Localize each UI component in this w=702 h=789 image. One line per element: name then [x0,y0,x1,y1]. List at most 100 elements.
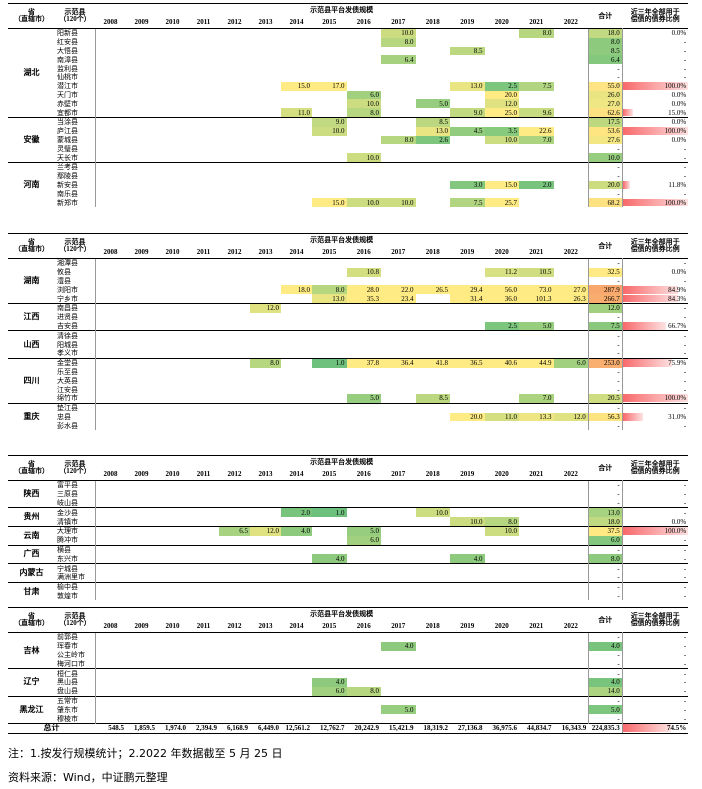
empty-cell [553,554,589,564]
empty-cell [381,695,416,706]
empty-cell [381,668,416,678]
empty-cell [484,402,519,413]
empty-cell [219,144,250,153]
empty-cell [126,38,157,47]
empty-cell [519,385,554,394]
empty-cell [126,161,157,172]
county-row: 云南 大理市 6.5 12.0 4.0 5.0 10.0 37.5 100.0% [8,525,689,546]
total-cell: 62.6 [588,108,623,118]
empty-cell [95,651,126,660]
empty-cell [553,135,589,145]
empty-cell [312,172,347,181]
empty-cell [519,507,554,518]
county-name: 横县 [55,544,96,555]
empty-cell [415,27,450,38]
county-row: 仙桃市 - - [8,72,688,82]
empty-cell [219,490,250,499]
empty-cell [95,73,126,82]
header-text: 省 [28,238,35,246]
total-cell: - [588,171,623,181]
empty-cell [126,99,157,108]
county-name: 黑山县 [55,677,96,687]
header-text: 近三年全部用于 [630,8,680,16]
ratio-cell: 0.0% [622,517,688,526]
empty-cell [250,38,281,47]
empty-cell [95,659,126,668]
empty-cell [312,536,347,545]
header-text: 省 [28,8,35,16]
empty-cell [250,322,281,331]
empty-cell [126,144,157,153]
empty-cell [416,651,451,660]
empty-cell [312,302,347,313]
empty-cell [126,687,157,696]
empty-cell [519,376,554,385]
table-block: 省（直辖市） 示范县 （120个） 示范县平台发债规模 合计 近三年全部用于 偿债的债券比例… [8,455,689,601]
county-name: 公主岭市 [55,650,96,660]
empty-cell [485,705,520,714]
data-table: 省（直辖市） 示范县 （120个） 示范县平台发债规模 合计 近三年全部用于 偿债的债券比例… [8,233,689,431]
value-cell: 22.6 [519,126,554,136]
empty-cell [95,517,126,526]
year-header: 2018 [415,620,450,633]
empty-cell [450,705,485,714]
empty-cell [95,153,126,162]
total-cell: - [588,340,623,349]
empty-cell [157,198,188,207]
empty-cell [281,705,312,714]
empty-cell [250,257,281,268]
ratio-text: - [683,189,687,198]
ratio-text: - [683,340,687,349]
county-name: 清徐县 [55,330,96,341]
total-cell: - [588,591,623,601]
empty-cell [95,573,126,582]
total-cell: - [588,544,623,555]
header-text: 省 [28,460,35,468]
empty-cell [281,544,312,555]
empty-cell [126,714,157,723]
empty-cell [415,668,450,678]
empty-cell [450,402,485,413]
value-cell: 15.0 [281,81,312,91]
empty-cell [553,563,589,573]
county-name: 宁城县 [55,563,96,573]
total-cell: 18.0 [588,517,623,527]
empty-cell [250,499,281,508]
empty-cell [381,116,416,127]
empty-cell [188,181,219,190]
county-name: 红安县 [55,37,96,47]
empty-cell [157,376,188,385]
empty-cell [188,659,219,668]
empty-cell [157,181,188,190]
header-text: （120个） [59,15,91,23]
total-cell: 8.5 [588,46,623,56]
empty-cell [519,257,554,268]
empty-cell [157,153,188,162]
total-value: 12,762.7 [312,722,347,734]
empty-cell [450,573,485,582]
header-text: 近三年全部用于 [630,460,680,468]
total-cell: - [588,498,623,508]
empty-cell [485,153,520,162]
empty-cell [188,294,219,303]
empty-cell [250,144,281,153]
year-header: 2018 [415,246,450,259]
value-cell: 36.5 [450,357,485,368]
empty-cell [312,268,347,277]
county-row: 安徽 当涂县 9.0 8.5 17.5 0.0% [8,116,689,163]
empty-cell [219,153,250,162]
empty-cell [416,573,451,582]
year-header: 2017 [381,620,416,633]
empty-cell [188,376,219,385]
empty-cell [415,330,450,341]
ratio-text: - [683,367,687,376]
empty-cell [347,172,382,181]
source-note: 资料来源：Wind，中证鹏元整理 [8,771,168,784]
year-header: 2008 [95,468,126,481]
empty-cell [484,257,519,268]
empty-cell [281,64,312,73]
empty-cell [219,116,250,127]
empty-cell [188,349,219,358]
ratio-text: - [683,498,687,507]
empty-cell [281,376,312,385]
